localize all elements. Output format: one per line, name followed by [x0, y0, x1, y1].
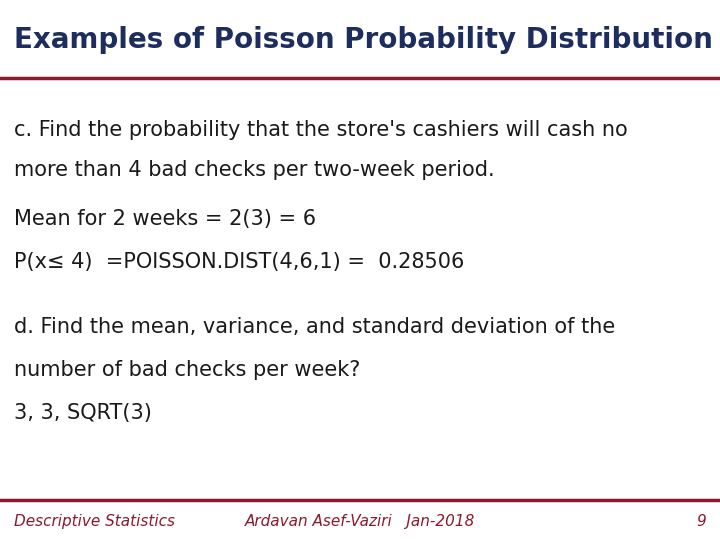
Text: 3, 3, SQRT(3): 3, 3, SQRT(3): [14, 403, 152, 423]
Text: number of bad checks per week?: number of bad checks per week?: [14, 360, 361, 380]
Text: P(x≤ 4)  =POISSON.DIST(4,6,1) =  0.28506: P(x≤ 4) =POISSON.DIST(4,6,1) = 0.28506: [14, 252, 465, 272]
Text: Descriptive Statistics: Descriptive Statistics: [14, 514, 176, 529]
Text: Ardavan Asef-Vaziri   Jan-2018: Ardavan Asef-Vaziri Jan-2018: [245, 514, 475, 529]
Text: c. Find the probability that the store's cashiers will cash no: c. Find the probability that the store's…: [14, 119, 628, 140]
Text: Mean for 2 weeks = 2(3) = 6: Mean for 2 weeks = 2(3) = 6: [14, 208, 317, 229]
Text: Examples of Poisson Probability Distribution: Examples of Poisson Probability Distribu…: [14, 26, 714, 55]
Text: d. Find the mean, variance, and standard deviation of the: d. Find the mean, variance, and standard…: [14, 316, 616, 337]
Text: more than 4 bad checks per two-week period.: more than 4 bad checks per two-week peri…: [14, 160, 495, 180]
Text: 9: 9: [696, 514, 706, 529]
